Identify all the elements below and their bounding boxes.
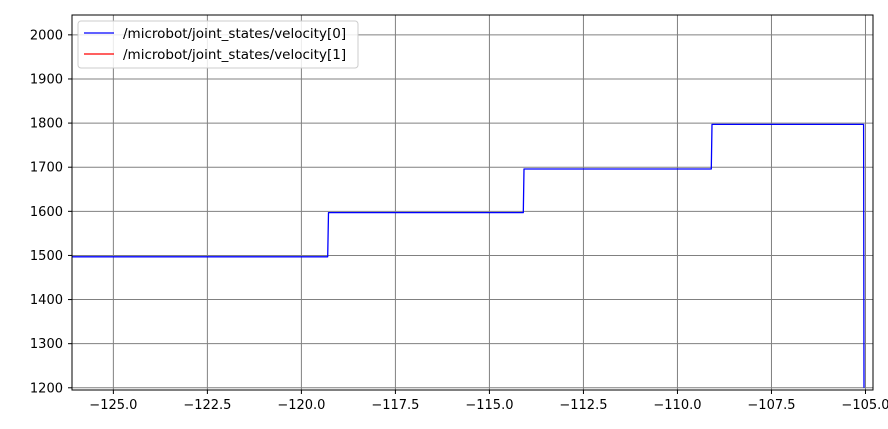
y-tick-label: 1900 [30, 72, 63, 87]
x-tick-label: −125.0 [89, 398, 137, 413]
x-tick-label: −110.0 [653, 398, 701, 413]
series-layer [72, 123, 865, 388]
plot-frame [71, 14, 874, 391]
legend[interactable]: /microbot/joint_states/velocity[0] /micr… [77, 20, 359, 69]
y-tick-label: 1500 [30, 249, 63, 264]
x-tick-label: −122.5 [183, 398, 231, 413]
grid [72, 15, 873, 390]
y-tick-label: 2000 [30, 28, 63, 43]
x-tick-label: −107.5 [747, 398, 795, 413]
y-tick-label: 1300 [30, 337, 63, 352]
series-line-velocity-0 [72, 123, 865, 388]
legend-label-velocity-1: /microbot/joint_states/velocity[1] [123, 47, 346, 63]
x-tick-label: −115.0 [465, 398, 513, 413]
y-tick-label: 1800 [30, 117, 63, 132]
x-tick-label: −105.0 [841, 398, 888, 413]
y-tick-label: 1700 [30, 161, 63, 176]
y-tick-label: 1600 [30, 205, 63, 220]
y-tick-label: 1400 [30, 293, 63, 308]
x-tick-label: −117.5 [371, 398, 419, 413]
legend-label-velocity-0: /microbot/joint_states/velocity[0] [123, 26, 346, 42]
y-tick-label: 1200 [30, 381, 63, 396]
ticks: −125.0 −122.5 −120.0 −117.5 −115.0 −112.5 −110… [30, 28, 888, 413]
x-tick-label: −112.5 [559, 398, 607, 413]
x-tick-label: −120.0 [277, 398, 325, 413]
legend-box [77, 20, 359, 69]
